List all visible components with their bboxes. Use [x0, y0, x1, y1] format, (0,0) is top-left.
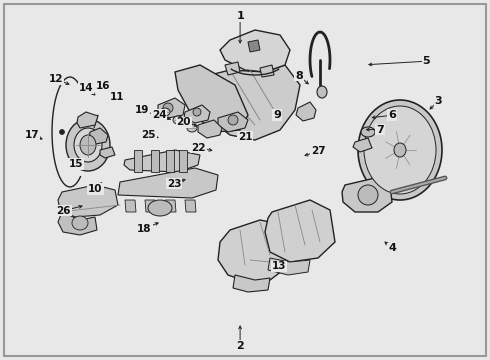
Text: 20: 20 — [176, 117, 191, 127]
Text: 15: 15 — [69, 159, 83, 169]
Text: 12: 12 — [49, 74, 64, 84]
Polygon shape — [158, 98, 185, 118]
Text: 21: 21 — [238, 132, 252, 142]
Polygon shape — [125, 200, 136, 212]
Ellipse shape — [72, 216, 88, 230]
Text: 27: 27 — [311, 146, 326, 156]
Text: 11: 11 — [109, 92, 124, 102]
Polygon shape — [198, 120, 222, 138]
Ellipse shape — [148, 200, 172, 216]
Text: 26: 26 — [56, 206, 71, 216]
Polygon shape — [268, 258, 310, 275]
Text: 24: 24 — [152, 110, 167, 120]
Text: 16: 16 — [96, 81, 110, 91]
Polygon shape — [166, 150, 174, 172]
Polygon shape — [342, 178, 392, 212]
Text: 3: 3 — [435, 96, 442, 106]
Ellipse shape — [358, 185, 378, 205]
Text: 4: 4 — [388, 243, 396, 253]
Polygon shape — [218, 112, 248, 132]
Ellipse shape — [80, 135, 96, 155]
Polygon shape — [233, 275, 270, 292]
Polygon shape — [58, 212, 97, 235]
Polygon shape — [185, 200, 196, 212]
Polygon shape — [225, 62, 240, 75]
Ellipse shape — [361, 127, 375, 137]
Polygon shape — [353, 138, 372, 152]
Text: 14: 14 — [78, 83, 93, 93]
Polygon shape — [175, 65, 248, 132]
Polygon shape — [184, 105, 210, 123]
Polygon shape — [134, 150, 142, 172]
Polygon shape — [89, 128, 108, 144]
Polygon shape — [145, 200, 156, 212]
Ellipse shape — [228, 115, 238, 125]
Text: 10: 10 — [88, 184, 103, 194]
Ellipse shape — [394, 143, 406, 157]
Text: 22: 22 — [191, 143, 206, 153]
Text: 1: 1 — [236, 11, 244, 21]
Polygon shape — [124, 150, 200, 172]
Polygon shape — [220, 30, 290, 72]
Polygon shape — [165, 200, 176, 212]
Ellipse shape — [160, 108, 170, 116]
Ellipse shape — [317, 86, 327, 98]
Text: 17: 17 — [24, 130, 39, 140]
Text: 6: 6 — [388, 110, 396, 120]
Text: 2: 2 — [236, 341, 244, 351]
Ellipse shape — [358, 100, 442, 200]
Ellipse shape — [66, 119, 110, 171]
Polygon shape — [151, 150, 159, 172]
Ellipse shape — [74, 128, 102, 162]
Polygon shape — [296, 102, 316, 121]
Text: 8: 8 — [295, 71, 303, 81]
Polygon shape — [260, 65, 274, 77]
Polygon shape — [100, 147, 115, 158]
Ellipse shape — [364, 106, 436, 194]
Ellipse shape — [187, 124, 197, 132]
Text: 5: 5 — [422, 56, 430, 66]
Polygon shape — [77, 112, 98, 128]
Text: 19: 19 — [135, 105, 149, 115]
Polygon shape — [200, 65, 300, 140]
Ellipse shape — [193, 108, 201, 116]
Text: 7: 7 — [376, 125, 384, 135]
Polygon shape — [248, 40, 260, 52]
Polygon shape — [218, 220, 295, 282]
Ellipse shape — [173, 116, 183, 124]
Text: 13: 13 — [272, 261, 287, 271]
Text: 23: 23 — [167, 179, 181, 189]
Polygon shape — [118, 168, 218, 198]
Text: 18: 18 — [137, 224, 152, 234]
Ellipse shape — [59, 130, 65, 135]
Polygon shape — [58, 185, 118, 217]
Text: 9: 9 — [273, 110, 281, 120]
Text: 25: 25 — [141, 130, 156, 140]
Ellipse shape — [163, 103, 173, 113]
Polygon shape — [179, 150, 187, 172]
Polygon shape — [265, 200, 335, 262]
